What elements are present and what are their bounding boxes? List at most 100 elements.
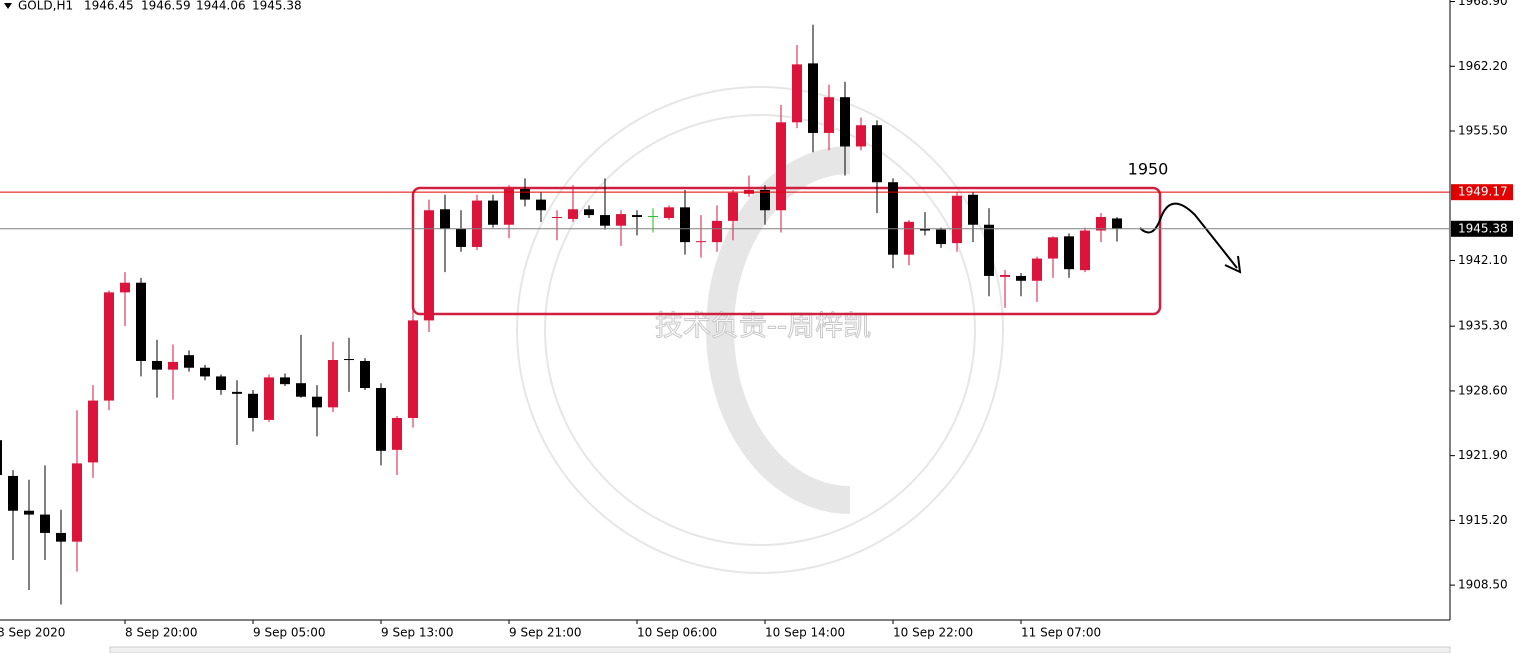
candle-body: [1000, 274, 1010, 277]
candle-body: [280, 377, 290, 385]
candle-body: [72, 463, 82, 542]
candle-body: [840, 97, 850, 147]
candle-body: [600, 215, 610, 226]
candle-body: [1064, 236, 1074, 270]
candle-body: [440, 209, 450, 229]
y-tick-label: 1915.20: [1458, 513, 1508, 527]
candle-body: [712, 220, 722, 243]
candle-body: [824, 97, 834, 133]
candle-body: [760, 189, 770, 211]
candle-body: [1112, 218, 1122, 229]
y-tick-label: 1908.50: [1458, 578, 1508, 592]
x-tick-label: 9 Sep 13:00: [381, 626, 453, 640]
candle-body: [1096, 217, 1106, 231]
x-tick-label: 8 Sep 2020: [0, 626, 65, 640]
candle-body: [536, 199, 546, 211]
candle-body: [472, 200, 482, 247]
candle-body: [568, 209, 578, 219]
y-tick-label: 1921.90: [1458, 448, 1508, 462]
arrow: [1139, 202, 1238, 269]
x-tick-label: 10 Sep 14:00: [765, 626, 845, 640]
candle-body: [184, 355, 194, 368]
candle-body: [776, 122, 786, 211]
candle-body: [40, 514, 50, 533]
menu-arrow: [4, 3, 12, 9]
candle-body: [872, 125, 882, 183]
x-tick-label: 9 Sep 21:00: [509, 626, 581, 640]
candle-body: [888, 182, 898, 255]
candle-body: [616, 214, 626, 226]
candle-body: [136, 282, 146, 361]
candle-body: [200, 367, 210, 377]
price-label: 1945.38: [1458, 221, 1508, 235]
candle-body: [968, 194, 978, 225]
candle-body: [344, 359, 354, 361]
candle-body: [408, 320, 418, 418]
candle-body: [104, 292, 114, 401]
x-tick-label: 10 Sep 06:00: [637, 626, 717, 640]
candle-body: [88, 400, 98, 463]
candle-body: [584, 209, 594, 216]
y-tick-label: 1935.30: [1458, 319, 1508, 333]
candle-body: [488, 200, 498, 225]
x-tick-label: 10 Sep 22:00: [893, 626, 973, 640]
scrollbar: [109, 646, 1451, 653]
candle-body: [456, 228, 466, 247]
range-box: [411, 186, 1162, 316]
candle-body: [1032, 258, 1042, 281]
candle-body: [24, 510, 34, 515]
y-tick-label: 1962.20: [1458, 59, 1508, 73]
header-value: 1946.45: [84, 0, 134, 13]
candle-body: [328, 360, 338, 408]
price-label-box: [1451, 184, 1513, 201]
y-tick-label: 1942.10: [1458, 253, 1508, 267]
candle-body: [936, 229, 946, 245]
candle-body: [1048, 237, 1058, 259]
candle-body: [360, 360, 370, 389]
candle-body: [216, 376, 226, 390]
x-tick-label: 9 Sep 05:00: [253, 626, 325, 640]
candle-body: [504, 188, 514, 225]
candle-body: [232, 391, 242, 394]
candle-body: [392, 417, 402, 450]
candle-body: [648, 216, 658, 218]
candle-body: [856, 125, 866, 147]
y-tick-label: 1928.60: [1458, 383, 1508, 397]
y-tick-label: 1955.50: [1458, 124, 1508, 138]
candle-body: [808, 63, 818, 133]
arrow-head: [1224, 255, 1242, 274]
candle-body: [696, 241, 706, 243]
candle-body: [376, 388, 386, 451]
candle-body: [552, 217, 562, 219]
candle-body: [120, 282, 130, 293]
candle-body: [680, 207, 690, 243]
candle-body: [520, 188, 530, 200]
annotation: 1950: [1128, 160, 1169, 179]
x-tick-label: 8 Sep 20:00: [125, 626, 197, 640]
candle-body: [984, 224, 994, 276]
price-label: 1949.17: [1458, 185, 1508, 199]
chart-title: GOLD,H1: [18, 0, 73, 13]
candle-body: [1080, 230, 1090, 271]
header-value: 1944.06: [196, 0, 246, 13]
candle-body: [904, 221, 914, 255]
candle-body: [424, 210, 434, 321]
candle-body: [152, 360, 162, 370]
candle-body: [952, 195, 962, 244]
candle-body: [728, 192, 738, 221]
watermark-logo: [516, 86, 1004, 574]
candle-body: [664, 207, 674, 218]
candle-body: [296, 383, 306, 397]
candle-body: [632, 215, 642, 218]
candle-body: [264, 377, 274, 420]
candle-body: [1016, 275, 1026, 281]
candle-body: [792, 64, 802, 123]
candle-body: [0, 440, 2, 475]
candle-body: [248, 393, 258, 418]
header-value: 1945.38: [252, 0, 302, 13]
candle-body: [920, 228, 930, 231]
candle-body: [56, 532, 66, 542]
y-tick-label: 1968.90: [1458, 0, 1508, 8]
